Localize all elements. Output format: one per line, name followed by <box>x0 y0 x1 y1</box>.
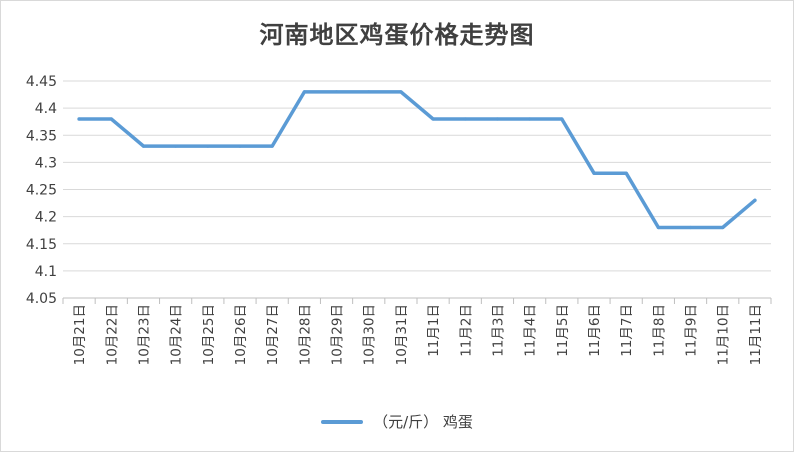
data-point <box>463 117 467 121</box>
data-point <box>238 144 242 148</box>
y-tick-label: 4.05 <box>26 291 57 307</box>
x-tick-label: 11月9日 <box>684 304 700 357</box>
x-tick-label: 11月11日 <box>748 304 764 365</box>
y-tick-label: 4.25 <box>26 183 57 199</box>
x-tick-label: 10月29日 <box>330 304 346 365</box>
data-point <box>721 225 725 230</box>
x-tick-label: 10月24日 <box>169 304 185 365</box>
x-tick-label: 11月3日 <box>490 304 506 357</box>
data-point <box>109 117 113 121</box>
data-point <box>560 117 564 121</box>
data-point <box>688 225 693 230</box>
legend-label: （元/斤） 鸡蛋 <box>373 413 473 431</box>
data-point <box>174 144 178 148</box>
x-tick-label: 11月5日 <box>555 304 571 357</box>
y-tick-label: 4.45 <box>26 74 57 90</box>
x-tick-label: 10月23日 <box>136 304 152 365</box>
data-point <box>399 90 403 94</box>
x-tick-label: 10月22日 <box>104 304 120 365</box>
x-tick-label: 11月1日 <box>426 304 442 357</box>
x-tick-label: 10月27日 <box>265 304 281 365</box>
data-point <box>334 90 339 94</box>
data-point <box>592 171 596 175</box>
data-point <box>367 90 371 94</box>
x-tick-label: 10月30日 <box>362 304 378 365</box>
x-tick-label: 11月10日 <box>716 304 732 365</box>
data-point <box>302 90 306 94</box>
x-tick-label: 10月28日 <box>297 304 313 365</box>
x-tick-label: 10月26日 <box>233 304 249 365</box>
data-point <box>270 144 274 148</box>
data-point <box>528 117 532 121</box>
legend-line-swatch <box>321 419 364 424</box>
data-point <box>141 144 146 148</box>
y-tick-label: 4.2 <box>35 210 57 226</box>
data-point <box>77 117 81 121</box>
data-point <box>495 117 500 121</box>
data-point <box>206 144 210 148</box>
x-tick-label: 11月8日 <box>651 304 667 357</box>
x-tick-label: 11月2日 <box>458 304 474 357</box>
x-tick-label: 11月4日 <box>523 304 539 357</box>
data-point <box>656 225 660 230</box>
data-point <box>753 198 757 202</box>
y-tick-label: 4.35 <box>26 128 57 144</box>
y-tick-label: 4.1 <box>35 264 57 280</box>
x-tick-label: 10月31日 <box>394 304 410 365</box>
chart-title: 河南地区鸡蛋价格走势图 <box>259 21 535 49</box>
data-point <box>624 171 628 175</box>
x-tick-label: 10月21日 <box>72 304 88 365</box>
legend: （元/斤） 鸡蛋 <box>1 411 793 432</box>
y-tick-label: 4.4 <box>35 101 57 117</box>
x-tick-label: 10月25日 <box>201 304 217 365</box>
y-tick-label: 4.15 <box>26 237 57 253</box>
y-tick-label: 4.3 <box>35 155 57 171</box>
x-tick-label: 11月6日 <box>587 304 603 357</box>
x-tick-label: 11月7日 <box>619 304 635 357</box>
data-point <box>431 117 435 121</box>
series-line <box>77 90 757 230</box>
